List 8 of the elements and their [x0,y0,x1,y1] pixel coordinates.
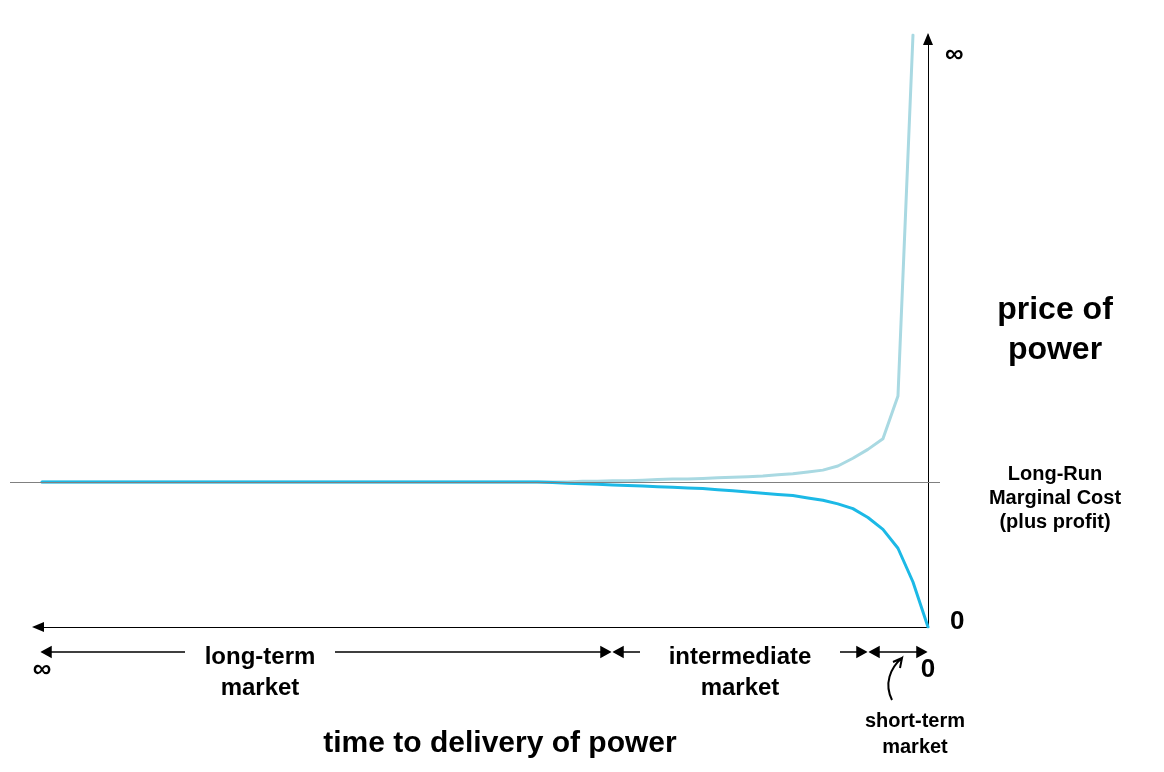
text: ∞ [945,38,964,69]
text: short-term market [855,707,975,759]
ref-line-label: Long-Run Marginal Cost (plus profit) [987,461,1123,533]
text: 0 [950,605,965,636]
text: long-term market [185,640,335,702]
y-axis-title: price of power [996,289,1114,368]
x-axis-title: time to delivery of power [322,725,678,759]
text: intermediate market [640,640,840,702]
